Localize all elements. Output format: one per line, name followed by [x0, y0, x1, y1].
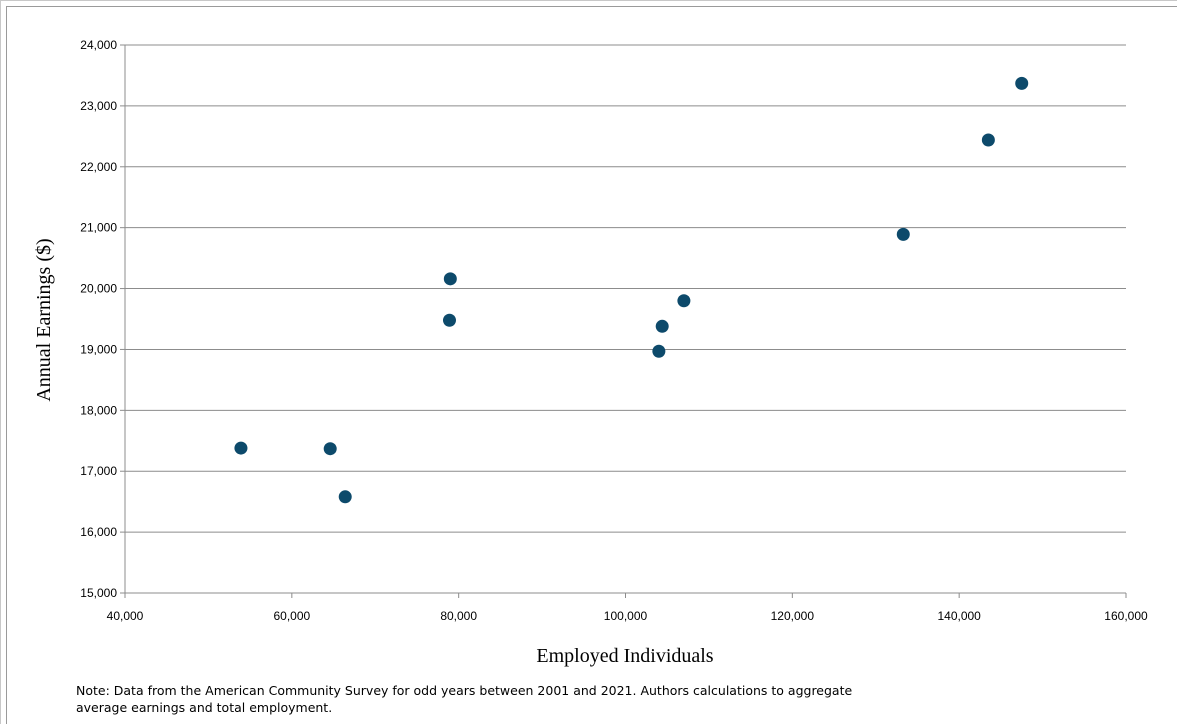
x-tick-labels: 40,000 60,000 80,000 100,000 120,000 140,000 1…	[107, 609, 1148, 623]
axes	[120, 44, 1127, 598]
data-point-7	[677, 294, 691, 308]
data-points	[234, 76, 1029, 504]
x-tick-label-6: 160,000	[1104, 609, 1148, 623]
y-tick-label-3: 18,000	[80, 403, 117, 417]
data-point-9	[981, 133, 995, 147]
data-point-0	[234, 441, 248, 455]
y-tick-label-7: 22,000	[80, 160, 117, 174]
y-tick-label-2: 17,000	[80, 464, 117, 478]
scatter-chart: 15,000 16,000 17,000 18,000 19,000 20,000 21,0…	[33, 38, 1148, 667]
data-point-8	[896, 227, 910, 241]
x-tick-label-3: 100,000	[604, 609, 648, 623]
data-point-4	[442, 313, 456, 327]
y-tick-labels: 15,000 16,000 17,000 18,000 19,000 20,000 21,0…	[80, 38, 117, 600]
y-tick-label-4: 19,000	[80, 342, 117, 356]
y-tick-label-9: 24,000	[80, 38, 117, 52]
data-point-10	[1015, 76, 1029, 90]
x-tick-label-2: 80,000	[440, 609, 477, 623]
data-point-6	[655, 319, 669, 333]
data-point-5	[652, 344, 666, 358]
data-point-2	[338, 490, 352, 504]
note-line-1: Note: Data from the American Community S…	[76, 683, 853, 698]
x-tick-label-1: 60,000	[273, 609, 310, 623]
gridlines	[125, 44, 1126, 594]
y-tick-label-0: 15,000	[80, 586, 117, 600]
chart-note: Note: Data from the American Community S…	[76, 682, 976, 716]
data-point-3	[443, 272, 457, 286]
note-line-2: average earnings and total employment.	[76, 700, 333, 715]
x-axis-title: Employed Individuals	[536, 645, 713, 667]
x-tick-label-4: 120,000	[771, 609, 815, 623]
y-tick-label-8: 23,000	[80, 99, 117, 113]
y-axis-title: Annual Earnings ($)	[33, 238, 55, 401]
y-tick-label-6: 21,000	[80, 221, 117, 235]
x-tick-label-5: 140,000	[937, 609, 981, 623]
x-tick-label-0: 40,000	[107, 609, 144, 623]
y-tick-label-5: 20,000	[80, 282, 117, 296]
y-tick-label-1: 16,000	[80, 525, 117, 539]
chart-frame	[6, 6, 1177, 724]
data-point-1	[323, 442, 337, 456]
